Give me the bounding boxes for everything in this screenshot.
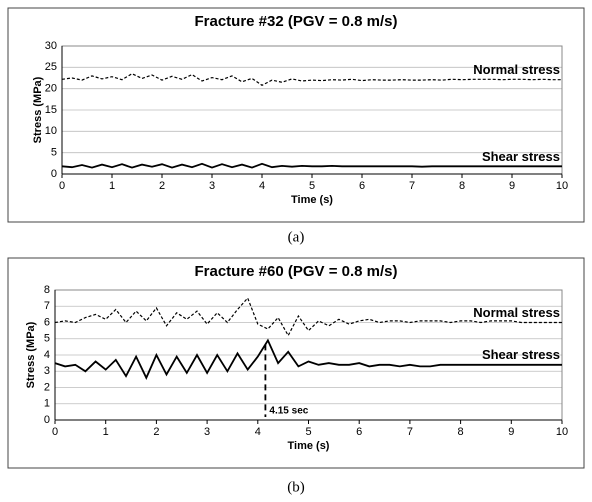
series-label: Normal stress xyxy=(473,305,560,320)
y-tick-label: 8 xyxy=(44,284,50,296)
x-tick-label: 0 xyxy=(59,180,65,192)
series-line xyxy=(61,73,562,86)
chart-title: Fracture #32 (PGV = 0.8 m/s) xyxy=(194,13,397,30)
x-tick-label: 3 xyxy=(204,426,210,438)
panel-frame xyxy=(7,7,585,223)
y-tick-label: 0 xyxy=(51,168,57,180)
x-tick-label: 6 xyxy=(356,426,362,438)
y-tick-label: 4 xyxy=(44,349,50,361)
caption: (b) xyxy=(287,479,305,495)
x-tick-label: 7 xyxy=(409,180,415,192)
x-tick-label: 0 xyxy=(52,426,58,438)
x-tick-label: 5 xyxy=(305,426,311,438)
marker-label: 4.15 sec xyxy=(269,406,308,417)
series-label: Normal stress xyxy=(473,62,560,77)
x-tick-label: 3 xyxy=(209,180,215,192)
y-tick-label: 7 xyxy=(44,300,50,312)
x-tick-label: 10 xyxy=(556,180,568,192)
x-tick-label: 1 xyxy=(109,180,115,192)
y-tick-label: 5 xyxy=(51,147,57,159)
y-tick-label: 0 xyxy=(44,414,50,426)
series-line xyxy=(61,162,562,169)
panel-frame xyxy=(7,257,585,469)
y-axis-label: Stress (MPa) xyxy=(25,321,37,388)
x-tick-label: 2 xyxy=(153,426,159,438)
y-tick-label: 6 xyxy=(44,316,50,328)
caption: (a) xyxy=(288,229,305,245)
x-tick-label: 4 xyxy=(259,180,265,192)
y-tick-label: 10 xyxy=(45,125,57,137)
x-tick-label: 9 xyxy=(509,180,515,192)
x-tick-label: 7 xyxy=(407,426,413,438)
x-tick-label: 2 xyxy=(159,180,165,192)
y-tick-label: 3 xyxy=(44,365,50,377)
y-tick-label: 1 xyxy=(44,398,50,410)
y-tick-label: 2 xyxy=(44,381,50,393)
x-tick-label: 8 xyxy=(458,426,464,438)
x-tick-label: 4 xyxy=(255,426,261,438)
series-label: Shear stress xyxy=(482,149,560,164)
y-tick-label: 25 xyxy=(45,61,57,73)
series-line xyxy=(54,338,562,380)
y-tick-label: 20 xyxy=(45,83,57,95)
y-tick-label: 30 xyxy=(45,40,57,52)
series-label: Shear stress xyxy=(482,347,560,362)
chart-title: Fracture #60 (PGV = 0.8 m/s) xyxy=(194,263,397,280)
x-tick-label: 9 xyxy=(508,426,514,438)
y-axis-label: Stress (MPa) xyxy=(32,76,44,143)
x-tick-label: 10 xyxy=(556,426,568,438)
x-tick-label: 1 xyxy=(103,426,109,438)
x-tick-label: 6 xyxy=(359,180,365,192)
y-tick-label: 5 xyxy=(44,333,50,345)
x-axis-label: Time (s) xyxy=(291,194,333,206)
x-axis-label: Time (s) xyxy=(288,440,330,452)
y-tick-label: 15 xyxy=(45,104,57,116)
x-tick-label: 5 xyxy=(309,180,315,192)
x-tick-label: 8 xyxy=(459,180,465,192)
